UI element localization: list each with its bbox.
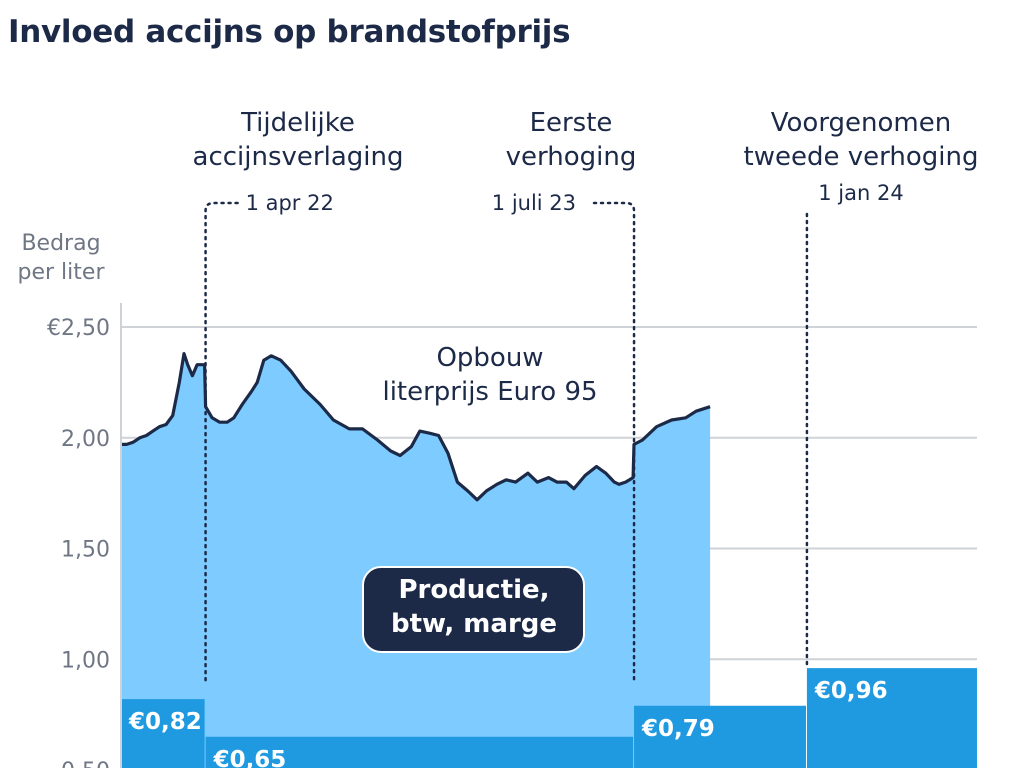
y-axis-label: Bedrag per liter [18,231,106,285]
excise-bar [634,705,806,768]
annotation-date: 1 jan 24 [818,181,903,205]
y-tick-label: 0,50 [61,759,110,768]
annotation-heading-line: tweede verhoging [744,142,979,172]
series-label: Opbouw literprijs Euro 95 [382,343,597,407]
annotation-date: 1 apr 22 [246,191,334,215]
excise-bar [806,668,977,768]
y-tick-label: 1,50 [61,538,110,563]
price-line-path [121,352,711,502]
excise-bars: €0,82 €0,65 €0,79 €0,96 [121,668,977,768]
annotation-marker [592,201,636,684]
annotation-heading-line: verhoging [506,142,637,172]
series-label-line: literprijs Euro 95 [382,377,597,407]
excise-label: €0,96 [814,678,888,704]
price-area [121,353,711,768]
y-axis-ticks: €2,50 2,00 1,50 1,00 0,50 [47,316,110,768]
excise-label: €0,82 [128,709,202,735]
y-tick-label: 1,00 [61,648,110,673]
price-area-fill [121,353,711,768]
excise-bar [205,736,634,768]
y-axis-label-line: per liter [18,260,106,285]
annotation-heading-line: Tijdelijke [240,108,355,138]
annotation-heading-line: Voorgenomen [771,108,952,138]
badge-box [362,566,585,653]
chart-title: Invloed accijns op brandstofprijs [8,14,570,50]
y-tick-label: 2,00 [61,427,110,452]
badge-text-line: Productie, [398,575,549,605]
series-label-line: Opbouw [436,343,543,373]
annotation-heading-line: accijnsverlaging [193,142,404,172]
y-axis-label-line: Bedrag [21,231,100,256]
production-badge: Productie, btw, marge [362,566,585,653]
annotation-date: 1 juli 23 [492,191,576,215]
annotations: Tijdelijke accijnsverlaging 1 apr 22 Eerste… [193,108,979,684]
price-line [121,352,711,502]
y-tick-label: €2,50 [47,316,110,341]
annotation-heading-line: Eerste [530,108,613,138]
excise-label: €0,79 [641,716,715,742]
excise-label: €0,65 [213,747,287,768]
badge-text-line: btw, marge [391,609,557,639]
annotation-marker [204,201,239,684]
excise-bar [121,699,205,768]
